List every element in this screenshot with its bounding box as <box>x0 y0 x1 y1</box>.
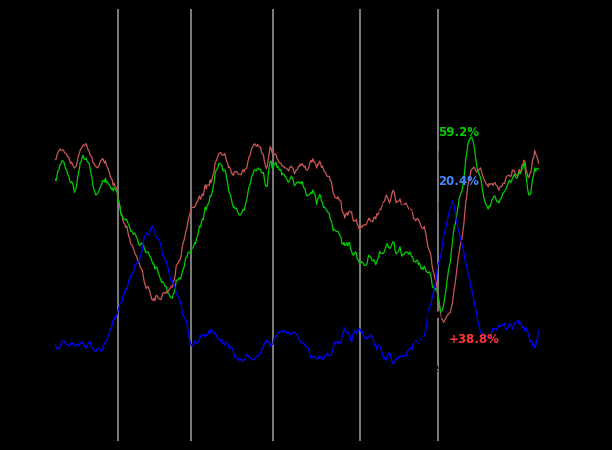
Text: Bulls:: Bulls: <box>377 126 418 140</box>
Text: Bears:: Bears: <box>377 175 424 188</box>
Text: Bull - Bear: Bull - Bear <box>377 308 446 321</box>
Text: (Left Scale): (Left Scale) <box>377 362 444 375</box>
Text: (Right Scale): (Right Scale) <box>377 202 453 215</box>
Text: 20.4%: 20.4% <box>439 175 479 188</box>
Text: Spread:: Spread: <box>377 333 433 346</box>
Text: +38.8%: +38.8% <box>448 333 499 346</box>
Text: (Right Scale): (Right Scale) <box>377 150 453 163</box>
Text: 59.2%: 59.2% <box>439 126 480 140</box>
